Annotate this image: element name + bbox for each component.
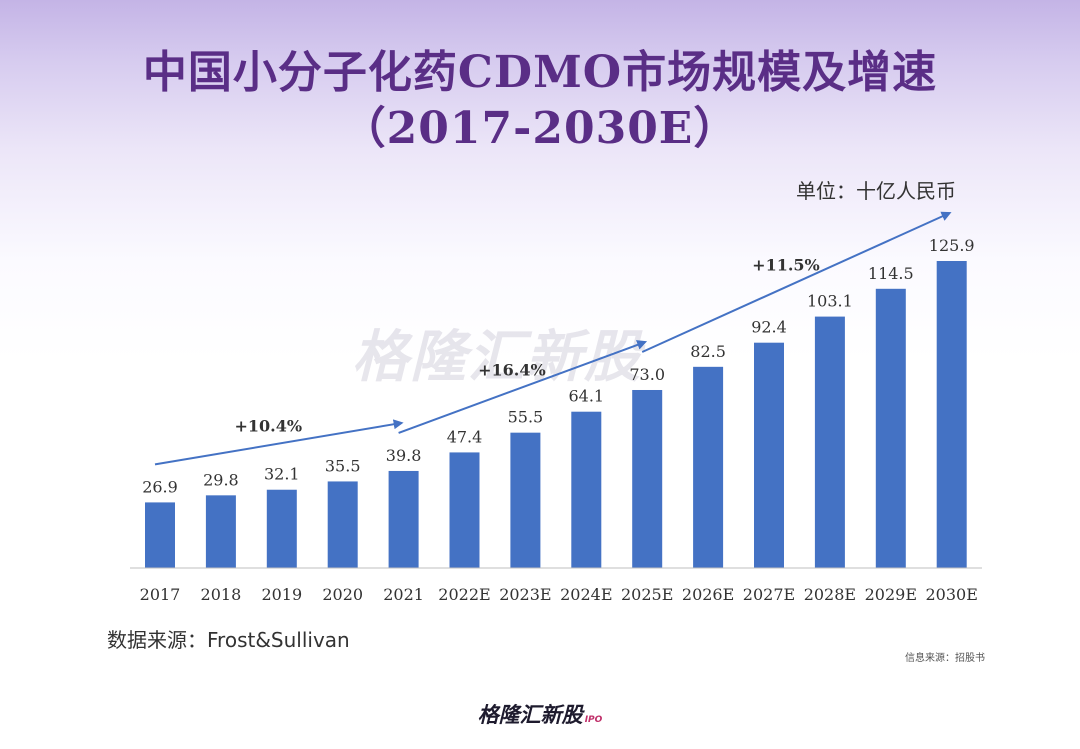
bar-2024E — [571, 411, 602, 568]
data-source: 数据来源：Frost&Sullivan — [107, 628, 350, 652]
growth-arrow-3 — [641, 211, 952, 353]
data-label-2017: 26.9 — [142, 477, 178, 496]
data-label-2027E: 92.4 — [751, 318, 787, 337]
data-label-2023E: 55.5 — [508, 408, 544, 427]
bar-2028E — [814, 316, 845, 568]
x-tick-2022E: 2022E — [438, 585, 490, 604]
bar-2027E — [754, 342, 784, 568]
growth-label-3: +11.5% — [752, 255, 820, 274]
bar-2023E — [510, 432, 541, 568]
x-tick-2028E: 2028E — [804, 585, 856, 604]
x-tick-2029E: 2029E — [865, 585, 917, 604]
x-tick-2024E: 2024E — [560, 585, 612, 604]
data-label-2030E: 125.9 — [929, 236, 975, 255]
growth-label-1: +10.4% — [235, 417, 303, 436]
data-label-2026E: 82.5 — [690, 342, 726, 361]
x-tick-2023E: 2023E — [499, 585, 551, 604]
bar-2025E — [632, 389, 663, 568]
bars-layer: 26.9 2017 29.8 2018 32.1 2019 35.5 2020 39.8 2021… — [140, 236, 978, 604]
x-tick-2018: 2018 — [201, 585, 242, 604]
x-tick-2027E: 2027E — [743, 585, 795, 604]
x-tick-2017: 2017 — [140, 585, 181, 604]
chart-title-line1: 中国小分子化药CDMO市场规模及增速 — [142, 47, 938, 98]
bar-2021 — [388, 470, 419, 568]
growth-arrows-layer: +10.4% +16.4% +11.5% — [154, 211, 952, 466]
bar-2029E — [875, 288, 906, 568]
bar-2022E — [449, 452, 480, 568]
growth-label-2: +16.4% — [478, 360, 546, 379]
watermark: 格隆汇新股 — [352, 325, 642, 390]
data-label-2018: 29.8 — [203, 470, 239, 489]
brand-name: 格隆汇新股 — [477, 703, 583, 727]
data-label-2025E: 73.0 — [629, 365, 665, 384]
x-tick-2025E: 2025E — [621, 585, 673, 604]
bar-2020 — [327, 481, 358, 568]
data-label-2020: 35.5 — [325, 456, 361, 475]
data-label-2024E: 64.1 — [568, 387, 604, 406]
data-label-2022E: 47.4 — [447, 427, 483, 446]
bar-2018 — [205, 495, 236, 568]
x-tick-2020: 2020 — [322, 585, 363, 604]
data-label-2029E: 114.5 — [868, 264, 914, 283]
bar-2026E — [693, 366, 724, 568]
x-tick-2021: 2021 — [383, 585, 424, 604]
bar-2030E — [936, 261, 967, 568]
x-tick-2019: 2019 — [261, 585, 302, 604]
growth-arrow-1 — [154, 419, 404, 466]
x-tick-2030E: 2030E — [925, 585, 977, 604]
unit-label: 单位：十亿人民币 — [796, 179, 956, 203]
chart-title-line2: （2017-2030E） — [341, 103, 739, 154]
bar-2019 — [266, 489, 297, 568]
bar-2017 — [145, 502, 175, 568]
brand-logo: 格隆汇新股 IPO — [0, 699, 1080, 729]
growth-arrow-2 — [398, 340, 648, 434]
brand-sub: IPO — [584, 715, 603, 725]
x-tick-2026E: 2026E — [682, 585, 734, 604]
data-label-2019: 32.1 — [264, 465, 300, 484]
info-source: 信息来源：招股书 — [905, 653, 985, 664]
data-label-2028E: 103.1 — [807, 292, 853, 311]
data-label-2021: 39.8 — [386, 446, 422, 465]
